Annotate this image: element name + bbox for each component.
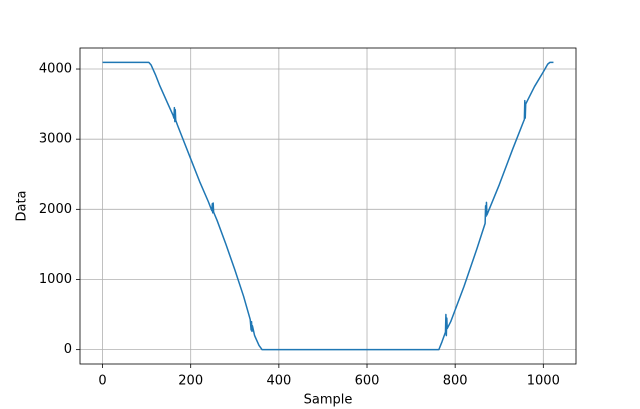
y-tick-label: 0 [64, 342, 72, 357]
x-tick-label: 600 [355, 374, 380, 389]
axes-frame [79, 47, 577, 365]
y-tick-label: 1000 [39, 272, 72, 287]
y-tick-label: 2000 [39, 202, 72, 217]
x-tick-label: 400 [266, 374, 291, 389]
x-tick-label: 200 [178, 374, 203, 389]
x-tick-label: 0 [98, 374, 106, 389]
y-tick-label: 3000 [39, 132, 72, 147]
y-axis-label: Data [15, 190, 30, 221]
x-tick-label: 800 [443, 374, 468, 389]
x-axis-label: Sample [304, 393, 353, 408]
y-tick-label: 4000 [39, 62, 72, 77]
data-line [102, 61, 554, 351]
x-tick-label: 1000 [527, 374, 560, 389]
